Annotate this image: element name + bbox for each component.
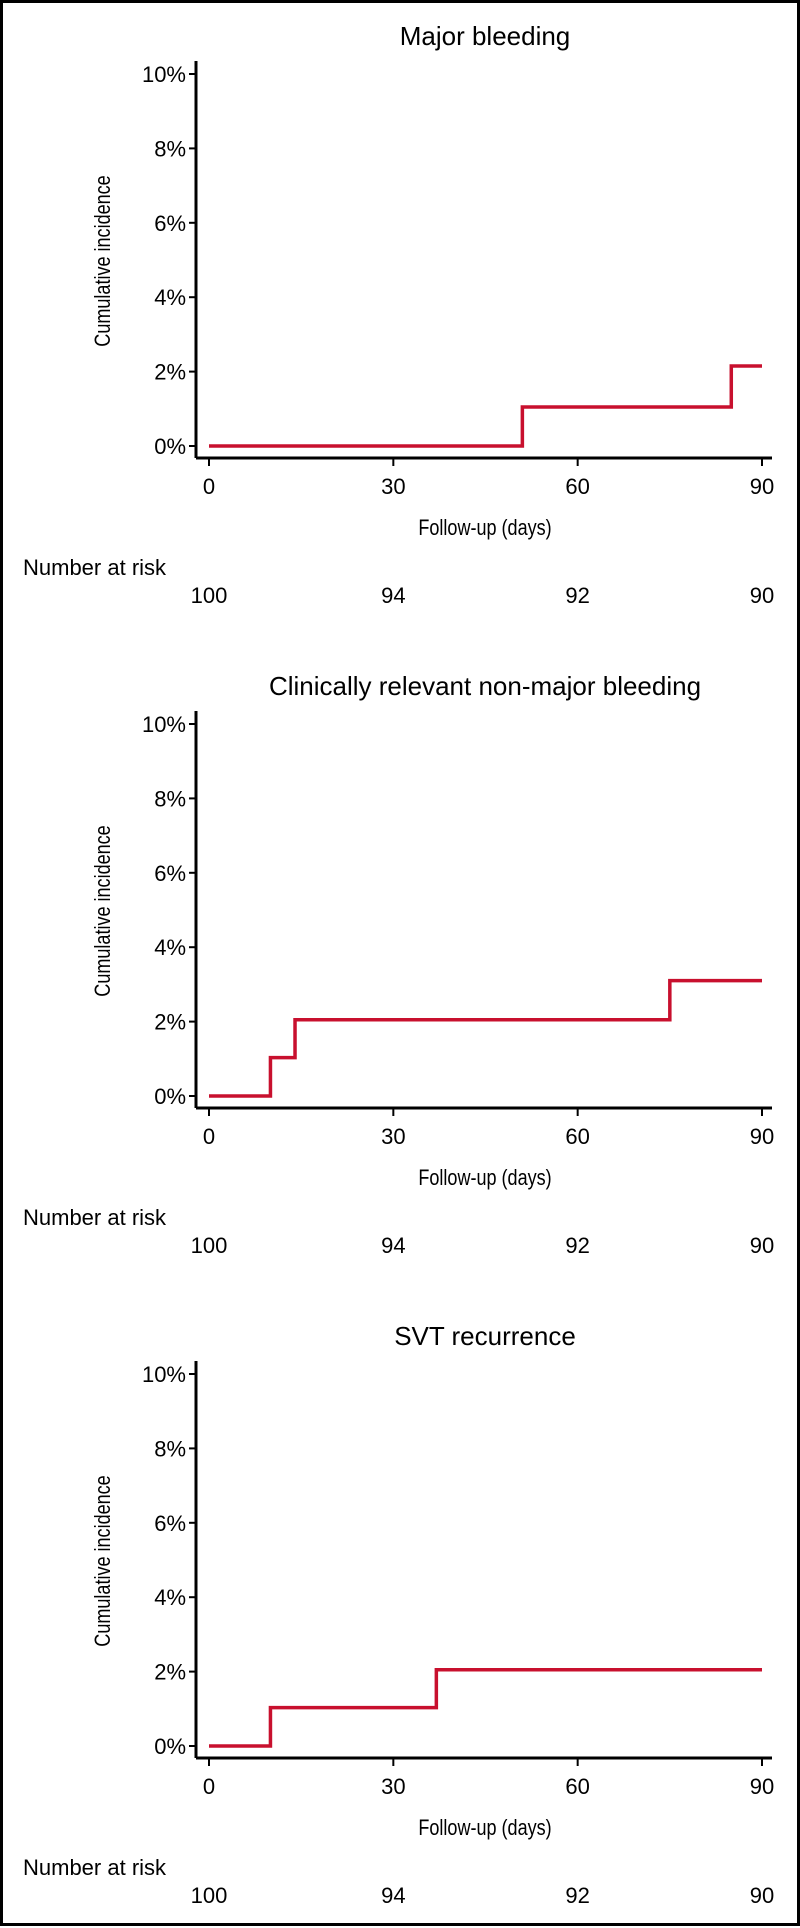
- x-tick-label: 90: [750, 474, 774, 499]
- chart-title: SVT recurrence: [394, 1321, 576, 1351]
- y-tick-label: 4%: [154, 935, 186, 960]
- series-step-line: [209, 364, 762, 448]
- y-tick-label: 10%: [142, 712, 186, 737]
- x-axis-label: Follow-up (days): [418, 1816, 551, 1840]
- figure-svg: Major bleeding 0% 2% 4% 6% 8% 10% 0 30 60 90 Follow…: [23, 21, 774, 1908]
- y-tick-label: 0%: [154, 434, 186, 459]
- risk-value: 92: [565, 1883, 589, 1908]
- y-tick-label: 6%: [154, 861, 186, 886]
- risk-value: 100: [191, 583, 228, 608]
- y-tick-label: 2%: [154, 1660, 186, 1685]
- risk-label: Number at risk: [23, 555, 167, 580]
- x-axis-label: Follow-up (days): [418, 516, 551, 540]
- risk-value: 90: [750, 1883, 774, 1908]
- x-tick-label: 60: [565, 1124, 589, 1149]
- y-tick-label: 2%: [154, 360, 186, 385]
- y-tick-label: 10%: [142, 62, 186, 87]
- risk-value: 92: [565, 1233, 589, 1258]
- risk-value: 94: [381, 1883, 405, 1908]
- x-tick-label: 0: [203, 474, 215, 499]
- chart-title: Major bleeding: [400, 21, 571, 51]
- y-axis-label: Cumulative incidence: [91, 1475, 115, 1646]
- y-axis-label: Cumulative incidence: [91, 825, 115, 996]
- x-axis-label: Follow-up (days): [418, 1166, 551, 1190]
- risk-value: 92: [565, 583, 589, 608]
- chart-panel-3: SVT recurrence 0% 2% 4% 6% 8% 10% 0 30 60 90 Follow…: [23, 1321, 774, 1908]
- x-tick-label: 90: [750, 1124, 774, 1149]
- y-tick-label: 4%: [154, 285, 186, 310]
- risk-label: Number at risk: [23, 1855, 167, 1880]
- y-tick-label: 10%: [142, 1362, 186, 1387]
- risk-value: 100: [191, 1883, 228, 1908]
- chart-panel-1: Major bleeding 0% 2% 4% 6% 8% 10% 0 30 60 90 Follow…: [23, 21, 774, 608]
- y-tick-label: 8%: [154, 786, 186, 811]
- series-step-line: [209, 1667, 762, 1748]
- y-tick-label: 4%: [154, 1585, 186, 1610]
- series-step-line: [209, 978, 762, 1098]
- risk-label: Number at risk: [23, 1205, 167, 1230]
- risk-value: 94: [381, 583, 405, 608]
- risk-value: 90: [750, 583, 774, 608]
- x-tick-label: 90: [750, 1774, 774, 1799]
- y-tick-label: 6%: [154, 211, 186, 236]
- risk-value: 94: [381, 1233, 405, 1258]
- risk-value: 90: [750, 1233, 774, 1258]
- x-tick-label: 0: [203, 1124, 215, 1149]
- y-tick-label: 8%: [154, 136, 186, 161]
- x-tick-label: 30: [381, 1124, 405, 1149]
- y-tick-label: 0%: [154, 1084, 186, 1109]
- x-tick-label: 60: [565, 474, 589, 499]
- y-tick-label: 2%: [154, 1010, 186, 1035]
- risk-value: 100: [191, 1233, 228, 1258]
- x-tick-label: 30: [381, 474, 405, 499]
- chart-panel-2: Clinically relevant non-major bleeding 0%…: [23, 671, 774, 1258]
- x-tick-label: 0: [203, 1774, 215, 1799]
- x-tick-label: 60: [565, 1774, 589, 1799]
- x-tick-label: 30: [381, 1774, 405, 1799]
- y-axis-label: Cumulative incidence: [91, 175, 115, 346]
- y-tick-label: 8%: [154, 1436, 186, 1461]
- y-tick-label: 0%: [154, 1734, 186, 1759]
- chart-title: Clinically relevant non-major bleeding: [269, 671, 701, 701]
- y-tick-label: 6%: [154, 1511, 186, 1536]
